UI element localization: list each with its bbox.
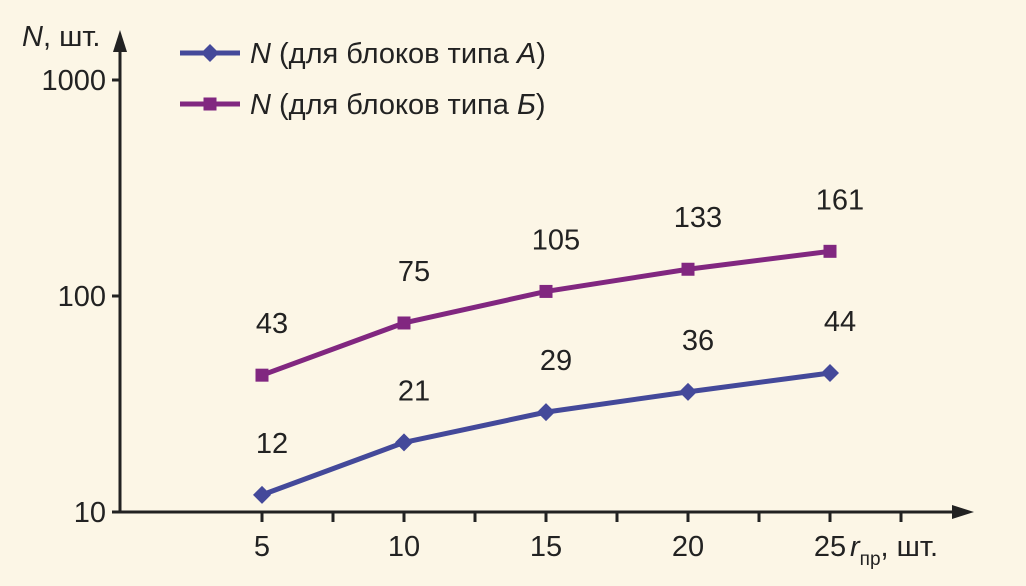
series-b-point-15 xyxy=(539,284,553,298)
x-tick-label-25: 25 xyxy=(814,531,846,563)
series-a-point-10 xyxy=(395,433,413,452)
series-b-point-20 xyxy=(681,262,695,276)
series-a-data-label-10: 21 xyxy=(398,375,430,407)
series-a-point-25 xyxy=(821,364,839,383)
series-b-data-label-15: 105 xyxy=(532,224,580,256)
legend-marker-b xyxy=(203,97,217,111)
series-a-data-label-5: 12 xyxy=(256,428,288,460)
x-axis-label-symbol: r xyxy=(850,531,861,563)
series-a-line xyxy=(261,370,831,498)
series-a-point-5 xyxy=(253,485,271,504)
x-axis-label-unit: , шт. xyxy=(881,531,939,563)
legend-label-b-part-1: (для блоков типа xyxy=(271,89,517,121)
legend-item-a: N (для блоков типа А) xyxy=(180,38,546,70)
legend-label-a-part-2: А xyxy=(515,38,536,70)
x-axis-label: rпр, шт. xyxy=(850,531,938,570)
legend-label-a: N (для блоков типа А) xyxy=(250,38,546,70)
legend-label-a-part-1: (для блоков типа xyxy=(271,38,517,70)
series-b-data-label-10: 75 xyxy=(398,256,430,288)
legend-label-b: N (для блоков типа Б) xyxy=(250,89,546,121)
series-a-point-15 xyxy=(537,403,555,422)
y-tick-label-10: 10 xyxy=(74,497,106,529)
legend-label-b-part-0: N xyxy=(250,89,271,121)
x-axis-arrow xyxy=(952,505,974,519)
legend-label-b-part-3: ) xyxy=(536,89,546,121)
series-b-data-label-20: 133 xyxy=(674,202,722,234)
legend-item-b: N (для блоков типа Б) xyxy=(180,89,546,121)
y-tick-label-100: 100 xyxy=(58,281,106,313)
axes: 10 100 1000 5 10 15 20 25 xyxy=(41,30,974,563)
legend-label-a-part-0: N xyxy=(250,38,271,70)
series-a-data-label-25: 44 xyxy=(824,306,856,338)
legend: N (для блоков типа А)N (для блоков типа … xyxy=(180,38,546,121)
y-axis-label: N, шт. xyxy=(22,21,100,53)
series-layer: 12 21 29 36 44 43 75 105 133 161 xyxy=(253,184,864,504)
legend-label-a-part-3: ) xyxy=(536,38,546,70)
series-a-data-label-20: 36 xyxy=(682,325,714,357)
series-b: 43 75 105 133 161 xyxy=(255,184,864,382)
x-tick-label-20: 20 xyxy=(672,531,704,563)
series-a-data-label-15: 29 xyxy=(540,345,572,377)
y-axis-label-symbol: N xyxy=(22,21,43,53)
legend-marker-a xyxy=(201,44,219,62)
x-tick-label-10: 10 xyxy=(388,531,420,563)
y-axis-arrow xyxy=(113,30,127,52)
y-axis-label-unit: , шт. xyxy=(43,21,101,53)
x-tick-label-5: 5 xyxy=(254,531,270,563)
series-b-data-label-5: 43 xyxy=(256,308,288,340)
series-b-point-10 xyxy=(397,316,411,330)
x-axis-label-subscript: пр xyxy=(860,549,881,570)
y-tick-label-1000: 1000 xyxy=(41,65,106,97)
series-b-point-25 xyxy=(823,244,837,258)
x-tick-label-15: 15 xyxy=(530,531,562,563)
series-a: 12 21 29 36 44 xyxy=(253,306,856,504)
series-a-point-20 xyxy=(679,382,697,401)
legend-label-b-part-2: Б xyxy=(517,89,536,121)
series-b-data-label-25: 161 xyxy=(816,184,864,216)
series-b-point-5 xyxy=(255,368,269,382)
